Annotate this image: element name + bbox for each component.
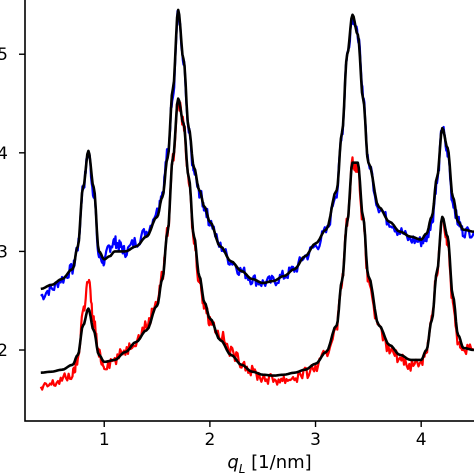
x-axis-label-var: q <box>227 452 238 473</box>
x-axis-label: qL [1/nm] <box>227 452 311 474</box>
series-line-3 <box>40 8 474 291</box>
series-line-4 <box>40 97 474 377</box>
x-tick-label: 3 <box>310 430 321 450</box>
y-tick-label: 3 <box>0 242 8 262</box>
y-axis-ticks: 2 3 4 5 <box>0 45 25 361</box>
y-tick-label: 4 <box>0 144 8 164</box>
y-tick-label: 5 <box>0 45 8 65</box>
x-tick-label: 2 <box>204 430 215 450</box>
x-axis-ticks: 1 2 3 4 <box>99 421 427 450</box>
series-line-2 <box>39 101 474 391</box>
series-line-1 <box>40 10 474 301</box>
x-axis-label-unit: [1/nm] <box>245 452 311 473</box>
y-tick-label: 2 <box>0 341 8 361</box>
plot-frame <box>24 0 474 422</box>
x-axis-label-sub: L <box>239 462 246 474</box>
series-layer <box>39 8 474 391</box>
x-tick-label: 1 <box>99 430 110 450</box>
x-tick-label: 4 <box>416 430 427 450</box>
